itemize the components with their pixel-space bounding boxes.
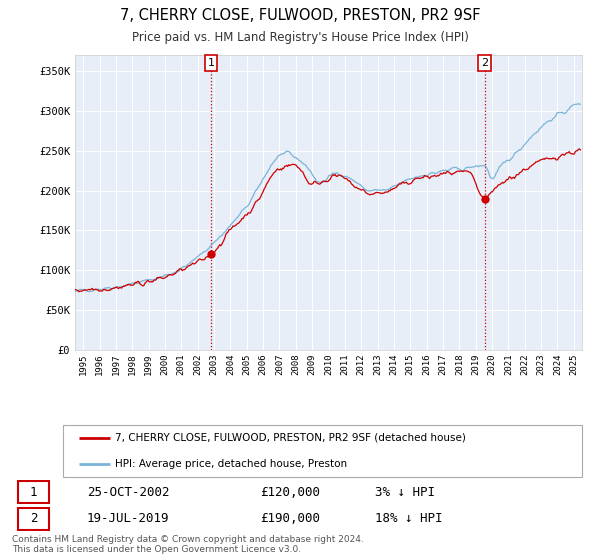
Text: 2006: 2006 <box>259 353 268 375</box>
Text: 1996: 1996 <box>95 353 104 375</box>
Text: 7, CHERRY CLOSE, FULWOOD, PRESTON, PR2 9SF: 7, CHERRY CLOSE, FULWOOD, PRESTON, PR2 9… <box>120 7 480 22</box>
Text: 25-OCT-2002: 25-OCT-2002 <box>87 486 169 498</box>
Text: 2023: 2023 <box>536 353 545 375</box>
Text: 2003: 2003 <box>209 353 218 375</box>
Text: 7, CHERRY CLOSE, FULWOOD, PRESTON, PR2 9SF (detached house): 7, CHERRY CLOSE, FULWOOD, PRESTON, PR2 9… <box>115 433 466 443</box>
Text: 2022: 2022 <box>520 353 529 375</box>
FancyBboxPatch shape <box>18 481 49 503</box>
Text: 2002: 2002 <box>193 353 202 375</box>
Text: HPI: Average price, detached house, Preston: HPI: Average price, detached house, Pres… <box>115 459 347 469</box>
Text: 2000: 2000 <box>160 353 169 375</box>
Text: 2014: 2014 <box>389 353 398 375</box>
Text: 2015: 2015 <box>406 353 415 375</box>
Text: 2: 2 <box>30 512 37 525</box>
Text: 2025: 2025 <box>569 353 578 375</box>
Text: 19-JUL-2019: 19-JUL-2019 <box>87 512 169 525</box>
FancyBboxPatch shape <box>18 508 49 530</box>
Text: 2013: 2013 <box>373 353 382 375</box>
Text: 2018: 2018 <box>455 353 464 375</box>
Text: 18% ↓ HPI: 18% ↓ HPI <box>375 512 442 525</box>
Text: 2: 2 <box>481 58 488 68</box>
Text: 1999: 1999 <box>144 353 153 375</box>
Text: 1998: 1998 <box>128 353 137 375</box>
Text: 2005: 2005 <box>242 353 251 375</box>
Text: 2019: 2019 <box>471 353 480 375</box>
Text: 2004: 2004 <box>226 353 235 375</box>
Text: 2001: 2001 <box>177 353 186 375</box>
Text: 3% ↓ HPI: 3% ↓ HPI <box>375 486 435 498</box>
Text: 1995: 1995 <box>79 353 88 375</box>
Text: £120,000: £120,000 <box>260 486 320 498</box>
Text: 2021: 2021 <box>504 353 513 375</box>
Text: 2009: 2009 <box>308 353 317 375</box>
Text: 2017: 2017 <box>439 353 448 375</box>
Text: 2012: 2012 <box>357 353 366 375</box>
Text: 2024: 2024 <box>553 353 562 375</box>
Text: 2016: 2016 <box>422 353 431 375</box>
Text: 2007: 2007 <box>275 353 284 375</box>
Text: 1: 1 <box>208 58 214 68</box>
Text: 2008: 2008 <box>291 353 300 375</box>
Text: Price paid vs. HM Land Registry's House Price Index (HPI): Price paid vs. HM Land Registry's House … <box>131 31 469 44</box>
Text: 2011: 2011 <box>340 353 349 375</box>
Text: 1997: 1997 <box>112 353 121 375</box>
Text: 1: 1 <box>30 486 37 498</box>
Text: 2010: 2010 <box>324 353 333 375</box>
Text: £190,000: £190,000 <box>260 512 320 525</box>
Text: Contains HM Land Registry data © Crown copyright and database right 2024.
This d: Contains HM Land Registry data © Crown c… <box>12 535 364 554</box>
Text: 2020: 2020 <box>488 353 497 375</box>
